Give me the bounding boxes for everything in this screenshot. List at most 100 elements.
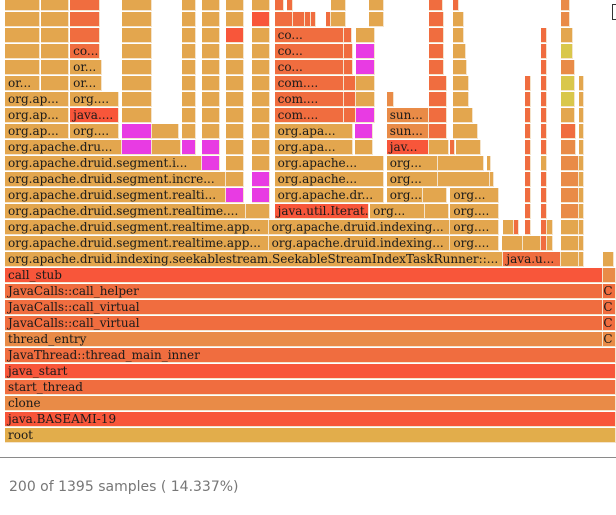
flame-frame[interactable] (524, 76, 531, 91)
flame-frame[interactable] (429, 76, 448, 91)
flame-frame[interactable] (286, 0, 293, 11)
flame-frame[interactable]: org.apache.dru... (5, 140, 122, 155)
flame-frame[interactable]: clone (5, 396, 616, 411)
flame-frame[interactable]: C (603, 332, 616, 347)
flame-frame[interactable] (524, 124, 531, 139)
flame-frame[interactable] (541, 44, 548, 59)
flame-frame[interactable] (344, 44, 354, 59)
flame-frame[interactable]: org.apache.dr... (274, 188, 384, 203)
flame-frame[interactable] (561, 220, 580, 235)
flame-frame[interactable]: org... (386, 188, 424, 203)
flame-frame[interactable] (251, 140, 271, 155)
flame-frame[interactable] (201, 44, 221, 59)
flame-frame[interactable] (344, 28, 352, 43)
flame-frame[interactable] (70, 12, 101, 27)
flame-frame[interactable] (121, 108, 152, 123)
flame-frame[interactable] (5, 44, 40, 59)
flame-frame[interactable] (70, 0, 101, 11)
flame-frame[interactable]: org.ap... (5, 92, 69, 107)
flame-frame[interactable] (326, 12, 331, 27)
flame-frame[interactable] (201, 0, 221, 11)
flame-frame[interactable]: JavaCalls::call_virtual (5, 316, 604, 331)
flame-frame[interactable] (201, 140, 221, 155)
flame-frame[interactable]: org... (370, 204, 425, 219)
flame-frame[interactable] (182, 12, 196, 27)
flame-frame[interactable] (368, 0, 384, 11)
flame-frame[interactable] (561, 156, 580, 171)
flame-frame[interactable]: jav... (386, 140, 430, 155)
flame-frame[interactable] (579, 124, 584, 139)
flame-frame[interactable] (70, 28, 101, 43)
flame-frame[interactable]: root (5, 428, 616, 443)
flame-frame[interactable] (151, 140, 181, 155)
flame-frame[interactable] (429, 140, 449, 155)
flame-frame[interactable] (226, 172, 245, 187)
flame-frame[interactable]: JavaCalls::call_virtual (5, 300, 604, 315)
flame-frame[interactable] (344, 76, 357, 91)
flame-frame[interactable] (245, 204, 271, 219)
flame-frame[interactable]: com.... (274, 76, 345, 91)
flame-frame[interactable] (5, 12, 40, 27)
flame-frame[interactable] (251, 44, 271, 59)
flame-frame[interactable] (561, 92, 575, 107)
flame-frame[interactable]: org.ap... (5, 124, 69, 139)
flame-frame[interactable] (579, 204, 584, 219)
flame-frame[interactable] (561, 140, 577, 155)
flame-frame[interactable] (182, 92, 196, 107)
flame-frame[interactable] (524, 156, 531, 171)
flame-graph[interactable]: root java.BASEAMI-19 clone start_thread jav… (0, 0, 616, 446)
flame-frame[interactable] (151, 124, 180, 139)
flame-frame[interactable] (453, 28, 465, 43)
flame-frame[interactable] (561, 124, 577, 139)
flame-frame[interactable]: org.apa... (274, 124, 354, 139)
flame-frame[interactable] (453, 108, 474, 123)
flame-frame[interactable] (547, 236, 554, 251)
flame-frame[interactable] (524, 220, 531, 235)
flame-frame[interactable] (541, 156, 548, 171)
flame-frame[interactable] (453, 44, 466, 59)
flame-frame[interactable] (456, 140, 481, 155)
flame-frame[interactable]: org.apache.druid.indexing.seekablestream… (5, 252, 504, 267)
flame-frame[interactable]: java_start (5, 364, 616, 379)
flame-frame[interactable] (226, 156, 245, 171)
flame-frame[interactable] (561, 76, 575, 91)
flame-frame[interactable] (41, 0, 69, 11)
flame-frame[interactable]: org.apache.druid.segment.realtime.app... (5, 236, 269, 251)
flame-frame[interactable] (579, 220, 584, 235)
flame-frame[interactable] (429, 0, 443, 11)
flame-frame[interactable] (450, 140, 455, 155)
flame-frame[interactable] (344, 60, 354, 75)
flame-frame[interactable] (541, 28, 548, 43)
flame-frame[interactable]: java.util.Iterat... (274, 204, 369, 219)
flame-frame[interactable] (424, 204, 449, 219)
flame-frame[interactable] (561, 12, 571, 27)
flame-frame[interactable]: org.apache.druid.segment.incre... (5, 172, 227, 187)
flame-frame[interactable]: org.apache.druid.segment.i... (5, 156, 202, 171)
flame-frame[interactable] (354, 140, 374, 155)
flame-frame[interactable] (5, 0, 40, 11)
flame-frame[interactable] (356, 92, 375, 107)
flame-frame[interactable] (579, 236, 584, 251)
flame-frame[interactable] (423, 188, 448, 203)
flame-frame[interactable] (453, 0, 460, 11)
flame-frame[interactable] (41, 60, 69, 75)
flame-frame[interactable] (524, 108, 531, 123)
flame-frame[interactable] (429, 124, 448, 139)
flame-frame[interactable] (226, 188, 245, 203)
flame-frame[interactable]: org.apache.druid.segment.realtime.app... (5, 220, 269, 235)
flame-frame[interactable] (603, 268, 616, 283)
flame-frame[interactable] (561, 28, 574, 43)
flame-frame[interactable] (579, 156, 584, 171)
flame-frame[interactable] (121, 124, 152, 139)
flame-frame[interactable] (579, 92, 584, 107)
flame-frame[interactable] (201, 108, 221, 123)
flame-frame[interactable]: C (603, 316, 616, 331)
flame-frame[interactable] (356, 28, 375, 43)
flame-frame[interactable] (311, 12, 316, 27)
flame-frame[interactable] (121, 28, 152, 43)
flame-frame[interactable] (201, 76, 221, 91)
flame-frame[interactable] (121, 76, 152, 91)
flame-frame[interactable] (344, 108, 357, 123)
flame-frame[interactable]: com.... (274, 92, 345, 107)
flame-frame[interactable]: java.BASEAMI-19 (5, 412, 616, 427)
